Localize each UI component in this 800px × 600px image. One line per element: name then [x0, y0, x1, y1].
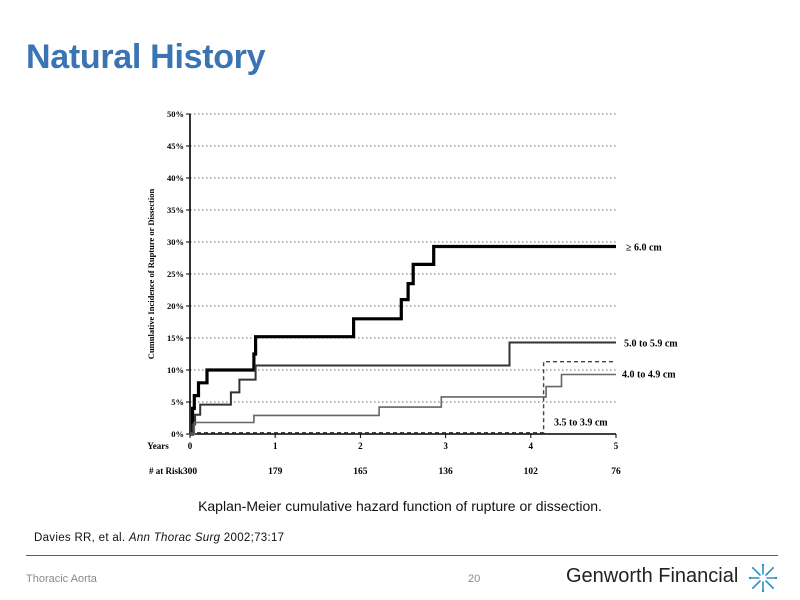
citation-ref: 2002;73:17 — [220, 532, 285, 544]
series-line — [190, 361, 616, 434]
at-risk-value: 76 — [611, 467, 621, 477]
y-tick-label: 50% — [167, 109, 184, 119]
citation: Davies RR, et al. Ann Thorac Surg 2002;7… — [34, 532, 284, 544]
series-label: ≥ 6.0 cm — [626, 242, 662, 253]
at-risk-label: # at Risk — [149, 466, 183, 476]
x-tick-label: 2 — [358, 441, 363, 451]
citation-journal: Ann Thorac Surg — [128, 532, 221, 544]
y-tick-label: 35% — [167, 205, 184, 215]
footer-section-label: Thoracic Aorta — [26, 573, 97, 585]
x-axis-label: Years — [147, 441, 169, 451]
x-tick-label: 3 — [443, 441, 448, 451]
genworth-logo-icon — [748, 563, 778, 593]
x-tick-label: 5 — [614, 441, 619, 451]
slide-title: Natural History — [26, 38, 266, 76]
x-tick-label: 4 — [529, 441, 534, 451]
at-risk-value: 102 — [524, 467, 539, 477]
at-risk-value: 179 — [268, 467, 283, 477]
y-tick-label: 5% — [171, 397, 184, 407]
footer-divider — [26, 555, 778, 556]
y-axis-label: Cumulative Incidence of Rupture or Disse… — [146, 189, 156, 360]
x-tick-label: 1 — [273, 441, 278, 451]
y-tick-label: 15% — [167, 333, 184, 343]
series-label: 3.5 to 3.9 cm — [554, 417, 608, 428]
page-number: 20 — [468, 573, 481, 585]
at-risk-value: 165 — [353, 467, 368, 477]
at-risk-value: 136 — [438, 467, 453, 477]
y-tick-label: 40% — [167, 173, 184, 183]
y-tick-label: 45% — [167, 141, 184, 151]
y-tick-label: 0% — [171, 429, 184, 439]
x-tick-label: 0 — [188, 441, 193, 451]
y-tick-label: 30% — [167, 237, 184, 247]
citation-authors: Davies RR, et al. — [34, 532, 129, 544]
y-tick-label: 20% — [167, 301, 184, 311]
y-tick-label: 25% — [167, 269, 184, 279]
series-label: 5.0 to 5.9 cm — [624, 338, 678, 349]
y-tick-label: 10% — [167, 365, 184, 375]
brand-name: Genworth Financial — [566, 565, 739, 587]
at-risk-value: 300 — [183, 467, 198, 477]
kaplan-meier-chart: 0% 5% 10% 15% 20% 25% 30% 35% 40% 45% 50% 0 1 2 3 4 5 Yea… — [146, 109, 678, 477]
series-line — [190, 244, 616, 436]
series-line — [190, 373, 616, 435]
series-label: 4.0 to 4.9 cm — [622, 369, 676, 380]
chart-caption: Kaplan-Meier cumulative hazard function … — [198, 498, 602, 514]
